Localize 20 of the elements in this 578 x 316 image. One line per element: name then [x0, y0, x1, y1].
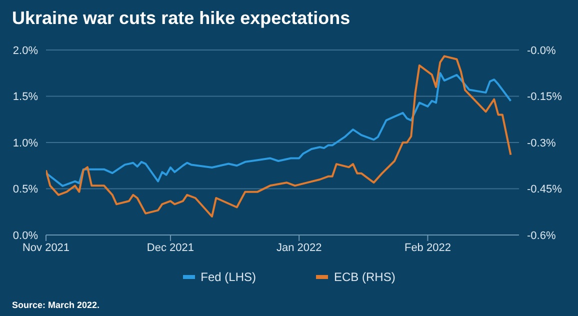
source-note: Source: March 2022. — [12, 300, 100, 310]
y-tick-label: 0.5% — [12, 184, 38, 196]
x-tick-label: Feb 2022 — [404, 242, 451, 254]
y2-tick-label: -0.0% — [527, 44, 556, 57]
y-tick-label: 1.5% — [12, 91, 38, 104]
y2-tick-label: -0.3% — [527, 137, 556, 150]
x-tick-label: Nov 2021 — [22, 242, 70, 254]
line-series — [46, 55, 512, 218]
y-tick-label: 0.0% — [12, 230, 38, 242]
y2-tick-label: -0.6% — [527, 230, 556, 242]
y-tick-label: 2.0% — [12, 44, 38, 57]
x-tick-label: Dec 2021 — [146, 242, 194, 254]
y2-tick-label: -0.45% — [527, 184, 562, 196]
line-series — [46, 72, 512, 187]
y2-tick-label: -0.15% — [527, 91, 562, 104]
legend-label: Fed (LHS) — [200, 270, 256, 284]
chart-title: Ukraine war cuts rate hike expectations — [12, 8, 350, 29]
legend-label: ECB (RHS) — [334, 270, 396, 284]
y-tick-label: 1.0% — [12, 137, 38, 150]
x-tick-label: Jan 2022 — [276, 242, 322, 254]
